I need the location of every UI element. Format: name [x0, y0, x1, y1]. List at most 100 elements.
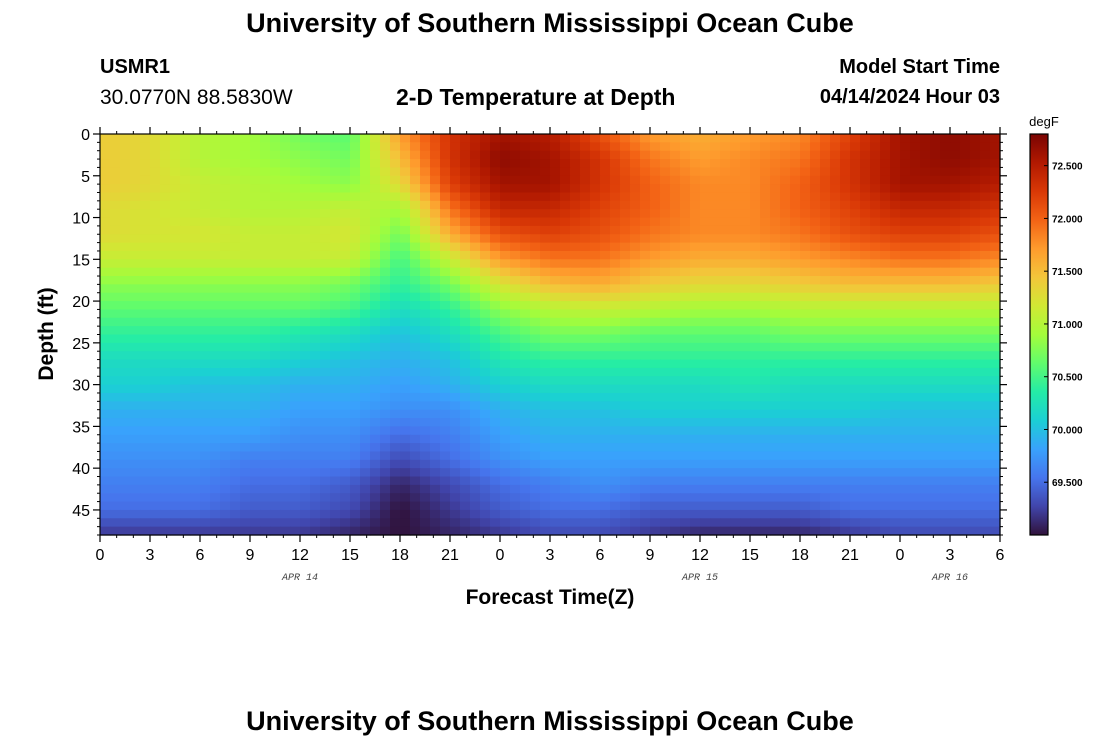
heatmap-cell [790, 401, 801, 411]
heatmap-cell [270, 292, 281, 302]
heatmap-cell [930, 326, 941, 336]
heatmap-cell [930, 518, 941, 528]
heatmap-cell [740, 401, 751, 411]
heatmap-cell [580, 267, 591, 277]
heatmap-cell [200, 518, 211, 528]
heatmap-cell [880, 418, 891, 427]
heatmap-cell [890, 292, 901, 302]
heatmap-cell [550, 342, 561, 352]
heatmap-cell [490, 409, 501, 419]
heatmap-cell [360, 150, 371, 160]
heatmap-cell [940, 259, 951, 269]
heatmap-cell [680, 234, 691, 244]
heatmap-cell [430, 451, 441, 461]
heatmap-cell [250, 526, 261, 536]
heatmap-cell [250, 359, 261, 369]
heatmap-cell [730, 426, 741, 436]
heatmap-cell [170, 418, 181, 427]
heatmap-cell [930, 217, 941, 227]
heatmap-cell [150, 509, 161, 519]
heatmap-cell [460, 359, 471, 369]
heatmap-cell [780, 342, 791, 352]
heatmap-cell [500, 284, 511, 294]
heatmap-cell [940, 468, 951, 478]
station-coordinates: 30.0770N 88.5830W [100, 86, 293, 109]
heatmap-cell [970, 301, 981, 311]
heatmap-cell [790, 426, 801, 436]
heatmap-cell [840, 501, 851, 511]
heatmap-cell [450, 359, 461, 369]
heatmap-cell [600, 359, 611, 369]
heatmap-cell [460, 518, 471, 528]
heatmap-cell [570, 376, 581, 386]
heatmap-cell [820, 376, 831, 386]
heatmap-cell [850, 409, 861, 419]
heatmap-cell [750, 159, 761, 169]
heatmap-cell [610, 476, 621, 486]
heatmap-cell [600, 434, 611, 444]
heatmap-cell [690, 443, 701, 453]
heatmap-cell [840, 184, 851, 194]
heatmap-cell [670, 326, 681, 336]
heatmap-cell [860, 217, 871, 227]
heatmap-cell [870, 376, 881, 386]
heatmap-cell [470, 476, 481, 486]
heatmap-cell [280, 192, 291, 202]
heatmap-cell [570, 526, 581, 536]
heatmap-cell [310, 434, 321, 444]
heatmap-cell [170, 351, 181, 361]
heatmap-cell [550, 284, 561, 294]
heatmap-cell [440, 351, 451, 361]
heatmap-cell [530, 267, 541, 277]
heatmap-cell [430, 476, 441, 486]
heatmap-cell [400, 175, 411, 185]
heatmap-cell [840, 192, 851, 202]
heatmap-cell [420, 267, 431, 277]
heatmap-cell [450, 326, 461, 336]
heatmap-cell [100, 376, 111, 386]
heatmap-cell [740, 518, 751, 528]
model-start-label: Model Start Time [839, 56, 1000, 78]
heatmap-cell [840, 376, 851, 386]
heatmap-cell [720, 351, 731, 361]
heatmap-cell [430, 376, 441, 386]
heatmap-cell [450, 284, 461, 294]
heatmap-cell [210, 334, 221, 344]
heatmap-cell [280, 443, 291, 453]
heatmap-cell [310, 326, 321, 336]
heatmap-cell [160, 317, 171, 327]
heatmap-cell [600, 459, 611, 469]
heatmap-cell [460, 209, 471, 219]
heatmap-cell [770, 217, 781, 227]
heatmap-cell [800, 418, 811, 427]
heatmap-cell [160, 276, 171, 285]
heatmap-cell [770, 134, 781, 143]
heatmap-cell [950, 284, 961, 294]
heatmap-cell [820, 509, 831, 519]
heatmap-cell [720, 509, 731, 519]
heatmap-cell [770, 476, 781, 486]
heatmap-cell [340, 242, 351, 252]
heatmap-cell [710, 159, 721, 169]
heatmap-cell [870, 392, 881, 402]
heatmap-cell [960, 259, 971, 269]
heatmap-cell [150, 184, 161, 194]
heatmap-cell [830, 526, 841, 536]
heatmap-cell [450, 392, 461, 402]
heatmap-cell [620, 234, 631, 244]
heatmap-cell [410, 434, 421, 444]
heatmap-cell [310, 351, 321, 361]
heatmap-cell [660, 493, 671, 503]
heatmap-cell [960, 401, 971, 411]
heatmap-cell [280, 267, 291, 277]
heatmap-cell [290, 518, 301, 528]
heatmap-cell [360, 367, 371, 377]
heatmap-cell [170, 359, 181, 369]
heatmap-cell [300, 476, 311, 486]
heatmap-cell [770, 384, 781, 394]
heatmap-cell [590, 334, 601, 344]
heatmap-cell [440, 509, 451, 519]
heatmap-cell [600, 418, 611, 427]
heatmap-cell [960, 509, 971, 519]
heatmap-cell [910, 434, 921, 444]
